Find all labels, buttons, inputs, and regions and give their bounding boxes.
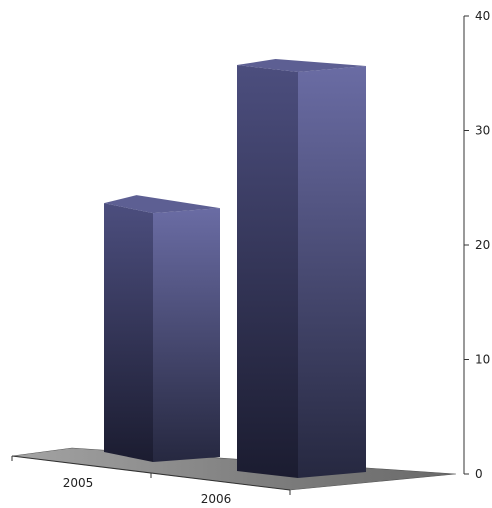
y-tick-label: 0 <box>475 467 483 481</box>
bars <box>104 59 366 479</box>
y-axis-ticks: 0 10 20 30 40 <box>464 9 490 481</box>
bar-front-face <box>298 66 366 479</box>
x-tick-label: 2005 <box>63 476 94 490</box>
y-tick-label: 10 <box>475 353 490 367</box>
x-tick-label: 2006 <box>201 492 232 506</box>
y-tick-label: 30 <box>475 124 490 138</box>
y-tick-label: 20 <box>475 238 490 252</box>
bar-top-face <box>237 59 366 73</box>
bar-side-face <box>104 203 153 462</box>
bar-side-face <box>237 65 298 479</box>
bar-2005 <box>104 195 220 462</box>
y-tick-label: 40 <box>475 9 490 23</box>
bar-2006 <box>237 59 366 479</box>
bar-top-face <box>104 195 220 214</box>
bar-front-face <box>153 208 220 462</box>
